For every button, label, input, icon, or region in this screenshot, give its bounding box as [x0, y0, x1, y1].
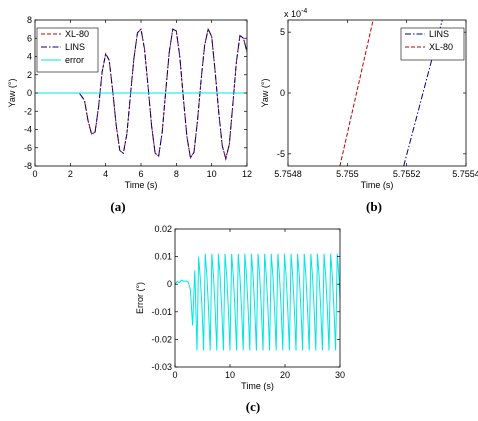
y-tick-label: 0 — [27, 88, 32, 98]
legend: XL-80 LINS error — [36, 27, 99, 73]
y-tick-label: -0.02 — [151, 334, 172, 344]
series-group — [175, 253, 340, 351]
legend-label: XL-80 — [429, 42, 453, 52]
y-tick-label: 2 — [27, 70, 32, 80]
y-exponent-power: -4 — [301, 8, 307, 15]
x-tick-label: 4 — [103, 169, 108, 179]
x-tick-label: 5.7552 — [393, 169, 421, 179]
series-line-error — [175, 253, 340, 351]
x-tick-label: 5.7554 — [452, 169, 478, 179]
series-line-xl-80 — [339, 20, 374, 166]
legend-label: XL-80 — [65, 29, 89, 39]
y-tick-label: -2 — [24, 106, 32, 116]
legend-box — [400, 27, 465, 61]
chart-c: 0 10 20 30 -0.03 -0.02 -0.01 0 0.01 0.02 Time (s) E… — [135, 224, 345, 414]
legend: LINS XL-80 — [400, 27, 465, 61]
legend-label: error — [65, 55, 84, 65]
y-tick-label: -0.03 — [151, 362, 172, 372]
y-tick-label: -8 — [24, 161, 32, 171]
chart-a: 0 2 4 6 8 10 12 -8 -6 -4 -2 0 2 4 6 8 Time (s) Yaw (°) XL-… — [7, 15, 252, 214]
series-group — [35, 27, 247, 161]
panel-caption: (c) — [246, 399, 260, 414]
y-tick-label: -6 — [24, 143, 32, 153]
x-tick-label: 0 — [172, 370, 177, 380]
y-axis-label: Error (°) — [135, 282, 145, 314]
y-axis-label: Yaw (°) — [260, 79, 270, 108]
x-tick-label: 30 — [335, 370, 345, 380]
x-axis-label: Time (s) — [241, 381, 274, 391]
x-tick-label: 2 — [68, 169, 73, 179]
series-line-lins — [35, 27, 247, 161]
y-axis-label: Yaw (°) — [7, 79, 17, 108]
y-tick-label: 4 — [27, 52, 32, 62]
x-axis-label: Time (s) — [361, 180, 394, 190]
legend-box — [36, 27, 99, 73]
plot-frame — [174, 228, 341, 368]
y-exponent-label: x 10-4 — [284, 8, 307, 19]
series-group — [339, 20, 443, 166]
y-tick-label: -5 — [277, 149, 285, 159]
x-tick-label: 6 — [138, 169, 143, 179]
legend-label: LINS — [429, 29, 449, 39]
y-tick-label: -0.01 — [151, 307, 172, 317]
x-tick-label: 12 — [242, 169, 252, 179]
x-tick-label: 8 — [174, 169, 179, 179]
x-axis-label: Time (s) — [125, 180, 158, 190]
panel-caption: (a) — [110, 199, 125, 214]
x-tick-label: 0 — [32, 169, 37, 179]
x-tick-label: 20 — [280, 370, 290, 380]
chart-b: 5.7548 5.755 5.7552 5.7554 -5 0 5 Time (s) Yaw (… — [260, 8, 478, 214]
x-tick-label: 5.7548 — [274, 169, 302, 179]
series-line-lins — [403, 20, 443, 166]
legend-label: LINS — [65, 42, 85, 52]
y-tick-label: 0 — [167, 279, 172, 289]
y-tick-label: 6 — [27, 33, 32, 43]
y-tick-label: 5 — [280, 27, 285, 37]
y-tick-label: 8 — [27, 15, 32, 25]
y-tick-label: 0.02 — [154, 224, 172, 234]
x-tick-label: 10 — [225, 370, 235, 380]
x-tick-label: 5.755 — [336, 169, 359, 179]
panel-caption: (b) — [366, 199, 382, 214]
y-tick-label: 0 — [280, 88, 285, 98]
y-tick-label: 0.01 — [154, 252, 172, 262]
x-tick-label: 10 — [207, 169, 217, 179]
y-tick-label: -4 — [24, 125, 32, 135]
